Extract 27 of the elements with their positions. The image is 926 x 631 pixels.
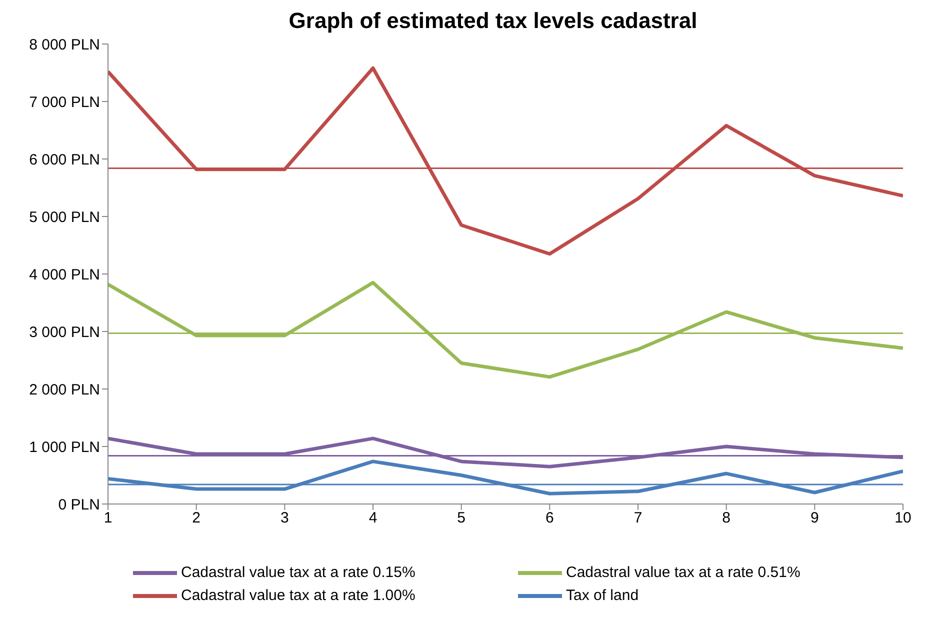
line-series: [108, 460, 903, 496]
x-tick-label: 2: [192, 510, 201, 527]
y-tick-label: 1 000 PLN: [29, 438, 100, 456]
y-tick-label: 8 000 PLN: [29, 36, 100, 54]
y-tick-label: 2 000 PLN: [29, 381, 100, 398]
line-series: [108, 66, 903, 256]
legend-label: Cadastral value tax at a rate 0.51%: [566, 564, 800, 581]
x-tick-label: 5: [457, 510, 466, 527]
line-series: [108, 280, 903, 379]
legend-label: Cadastral value tax at a rate 1.00%: [181, 587, 416, 604]
y-tick-label: 6 000 PLN: [29, 151, 100, 168]
y-tick-label: 5 000 PLN: [29, 208, 100, 226]
x-tick-label: 7: [634, 510, 642, 527]
y-tick-label: 7 000 PLN: [29, 94, 100, 111]
x-tick-label: 3: [280, 510, 289, 527]
x-tick-label: 1: [104, 510, 112, 527]
x-tick-label: 8: [722, 510, 731, 527]
x-tick-label: 6: [545, 510, 554, 527]
chart-title: Graph of estimated tax levels cadastral: [288, 8, 698, 34]
y-tick-label: 3 000 PLN: [29, 324, 100, 341]
legend-label: Cadastral value tax at a rate 0.15%: [181, 564, 416, 581]
y-tick-label: 4 000 PLN: [29, 266, 100, 284]
y-tick-label: 0 PLN: [58, 496, 100, 514]
x-tick-label: 9: [810, 510, 819, 527]
x-tick-label: 4: [368, 510, 378, 527]
x-tick-label: 10: [894, 510, 912, 527]
legend-label: Tax of land: [566, 587, 639, 604]
